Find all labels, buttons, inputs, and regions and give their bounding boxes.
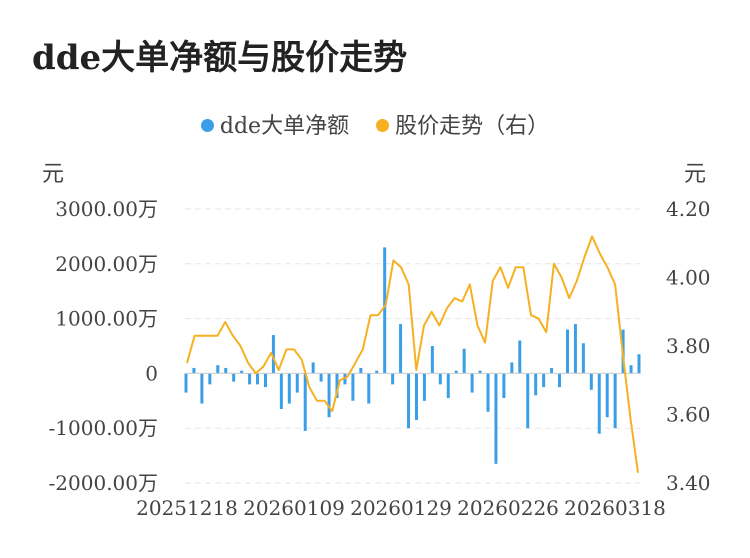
right-axis-tick-label: 3.40 <box>666 471 711 495</box>
dde-bar <box>224 367 228 374</box>
dde-bar <box>335 373 339 399</box>
dde-bar <box>486 373 490 412</box>
dde-bar <box>438 373 442 385</box>
dde-bar <box>200 373 204 404</box>
legend-item-dde[interactable]: dde大单净额 <box>200 108 350 140</box>
dde-bar <box>359 367 363 374</box>
x-axis-tick-label: 20251218 <box>136 496 238 520</box>
dde-bar <box>279 373 283 410</box>
dde-bar <box>422 373 426 401</box>
legend-item-price[interactable]: 股价走势（右） <box>376 108 549 140</box>
dde-bar <box>351 373 355 401</box>
dde-bar <box>589 373 593 390</box>
dde-bar <box>581 343 585 374</box>
dde-bar <box>192 367 196 374</box>
dde-bar <box>526 373 530 429</box>
dde-bar <box>271 335 275 374</box>
legend-marker-price-icon <box>376 119 390 132</box>
left-axis-tick-label: 1000.00万 <box>55 307 158 331</box>
right-axis-tick-label: 4.20 <box>666 197 711 221</box>
dde-bar <box>494 373 498 464</box>
x-axis-tick-label: 20260129 <box>350 496 452 520</box>
dde-bar <box>383 247 387 374</box>
dde-bar <box>637 354 641 374</box>
dde-bar <box>518 340 522 374</box>
dde-bar <box>319 373 323 382</box>
right-axis-tick-label: 3.60 <box>666 403 711 427</box>
left-axis-tick-label: -2000.00万 <box>49 471 158 495</box>
dde-bar <box>303 373 307 431</box>
dde-bar <box>367 373 371 404</box>
dde-bar <box>391 373 395 385</box>
dde-bar <box>414 373 418 420</box>
left-axis-unit: 元 <box>42 162 65 187</box>
dde-bar <box>478 370 482 374</box>
dde-bar <box>430 346 434 374</box>
x-axis-tick-label: 20260226 <box>457 496 559 520</box>
dde-bar <box>454 370 458 374</box>
x-axis-tick-label: 20260109 <box>243 496 345 520</box>
dde-bar <box>256 373 260 385</box>
left-axis-tick-label: 2000.00万 <box>55 252 158 276</box>
dde-bar <box>542 373 546 388</box>
dde-bar <box>407 373 411 429</box>
legend-label-price: 股价走势（右） <box>395 114 550 139</box>
right-axis-unit: 元 <box>684 162 707 187</box>
dde-bar <box>216 365 220 374</box>
dde-bar <box>629 365 633 374</box>
dde-bar <box>208 373 212 385</box>
dde-bar <box>470 373 474 393</box>
legend-marker-dde-icon <box>200 119 214 132</box>
right-axis-tick-label: 3.80 <box>666 334 711 358</box>
dde-bar <box>295 373 299 393</box>
dde-bar <box>534 373 538 396</box>
dde-bar <box>605 373 609 418</box>
left-axis-tick-label: 3000.00万 <box>55 197 158 221</box>
dde-bar <box>462 348 466 374</box>
dde-bar <box>287 373 291 404</box>
dde-bar <box>311 362 315 374</box>
dde-bar <box>327 373 331 418</box>
dde-bar <box>248 373 252 385</box>
right-axis-tick-label: 4.00 <box>666 266 711 290</box>
dde-bar <box>232 373 236 382</box>
dde-bar <box>263 373 267 388</box>
chart-title: dde大单净额与股价走势 <box>32 38 408 78</box>
dde-bar <box>446 373 450 399</box>
price-line <box>186 235 639 473</box>
dde-bar <box>240 370 244 374</box>
dde-bar <box>375 370 379 374</box>
legend-label-dde: dde大单净额 <box>219 114 350 139</box>
dde-bar <box>597 373 601 434</box>
left-axis-tick-label: -1000.00万 <box>49 416 158 440</box>
dde-bar <box>565 329 569 374</box>
x-axis-tick-label: 20260318 <box>564 496 666 520</box>
dde-bar <box>184 373 188 393</box>
dde-bar <box>613 373 617 429</box>
dde-bar <box>573 324 577 374</box>
dde-bar <box>558 373 562 388</box>
chart-legend: dde大单净额 股价走势（右） <box>0 108 750 140</box>
left-axis-tick-label: 0 <box>145 361 158 385</box>
dde-bar <box>502 373 506 399</box>
dde-bar <box>510 362 514 374</box>
dde-bar <box>550 367 554 374</box>
dde-bar <box>399 324 403 374</box>
